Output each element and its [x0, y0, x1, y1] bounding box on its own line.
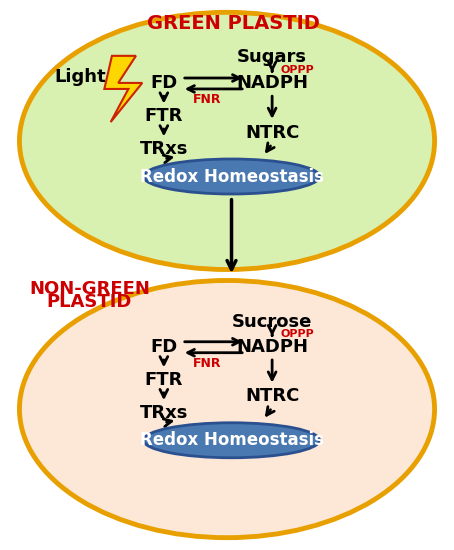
Polygon shape	[104, 56, 142, 122]
Text: FD: FD	[150, 74, 178, 92]
Text: PLASTID: PLASTID	[47, 293, 132, 311]
Text: OPPP: OPPP	[280, 329, 314, 339]
Text: TRxs: TRxs	[140, 140, 188, 158]
Text: TRxs: TRxs	[140, 404, 188, 422]
Text: Sugars: Sugars	[237, 48, 307, 66]
Text: NTRC: NTRC	[245, 124, 299, 142]
Text: NADPH: NADPH	[236, 338, 308, 356]
Text: NON-GREEN: NON-GREEN	[29, 280, 150, 298]
Text: Light: Light	[54, 68, 106, 86]
Text: FTR: FTR	[145, 371, 183, 389]
Text: OPPP: OPPP	[280, 65, 314, 75]
Text: Redox Homeostasis: Redox Homeostasis	[139, 431, 324, 449]
Text: Redox Homeostasis: Redox Homeostasis	[139, 168, 324, 185]
Text: FD: FD	[150, 338, 178, 356]
Text: FTR: FTR	[145, 107, 183, 125]
Ellipse shape	[143, 423, 320, 458]
Ellipse shape	[20, 12, 434, 270]
Text: FNR: FNR	[192, 94, 221, 106]
Ellipse shape	[143, 159, 320, 194]
Text: GREEN PLASTID: GREEN PLASTID	[148, 14, 320, 33]
Text: Sucrose: Sucrose	[232, 312, 312, 331]
Ellipse shape	[20, 280, 434, 538]
Text: NTRC: NTRC	[245, 388, 299, 405]
Text: FNR: FNR	[192, 357, 221, 370]
Text: NADPH: NADPH	[236, 74, 308, 92]
